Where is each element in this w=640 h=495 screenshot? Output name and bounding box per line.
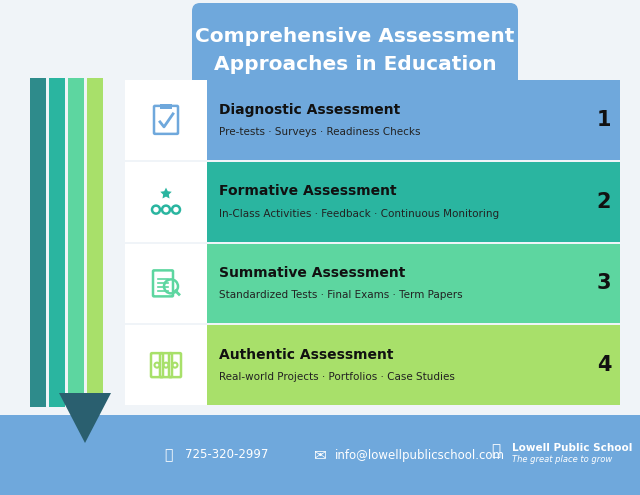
Bar	[125, 162, 207, 242]
Bar	[160, 104, 172, 109]
Text: 1: 1	[596, 110, 611, 130]
Text: Approaches in Education: Approaches in Education	[214, 54, 496, 73]
Text: In-Class Activities · Feedback · Continuous Monitoring: In-Class Activities · Feedback · Continu…	[219, 208, 499, 219]
Text: 4: 4	[596, 355, 611, 375]
Text: Lowell Public School: Lowell Public School	[512, 443, 632, 453]
Text: The great place to grow: The great place to grow	[512, 455, 612, 464]
Bar	[49, 78, 65, 407]
Bar	[0, 415, 640, 495]
Bar	[68, 78, 84, 407]
Text: Comprehensive Assessment: Comprehensive Assessment	[195, 27, 515, 46]
Bar	[125, 244, 207, 323]
Bar	[125, 80, 207, 160]
Text: Formative Assessment: Formative Assessment	[219, 184, 397, 198]
Text: 3: 3	[596, 273, 611, 294]
Text: ✉: ✉	[314, 447, 326, 462]
Text: Pre-tests · Surveys · Readiness Checks: Pre-tests · Surveys · Readiness Checks	[219, 127, 420, 137]
Bar	[87, 78, 103, 407]
Bar	[125, 325, 620, 405]
Text: info@lowellpublicschool.com: info@lowellpublicschool.com	[335, 448, 505, 461]
Text: Authentic Assessment: Authentic Assessment	[219, 348, 394, 362]
Polygon shape	[59, 393, 111, 443]
Text: 🌳: 🌳	[492, 444, 500, 458]
Bar	[125, 162, 620, 242]
Bar	[125, 244, 620, 323]
Bar	[125, 80, 620, 160]
FancyBboxPatch shape	[192, 3, 518, 97]
Text: Diagnostic Assessment: Diagnostic Assessment	[219, 102, 400, 116]
Text: 2: 2	[596, 192, 611, 212]
Bar	[30, 78, 46, 407]
Text: Standardized Tests · Final Exams · Term Papers: Standardized Tests · Final Exams · Term …	[219, 291, 463, 300]
Text: 725-320-2997: 725-320-2997	[185, 448, 268, 461]
Text: 📱: 📱	[164, 448, 172, 462]
Text: Summative Assessment: Summative Assessment	[219, 266, 405, 280]
Bar	[125, 325, 207, 405]
Text: Real-world Projects · Portfolios · Case Studies: Real-world Projects · Portfolios · Case …	[219, 372, 455, 382]
Polygon shape	[160, 188, 172, 198]
